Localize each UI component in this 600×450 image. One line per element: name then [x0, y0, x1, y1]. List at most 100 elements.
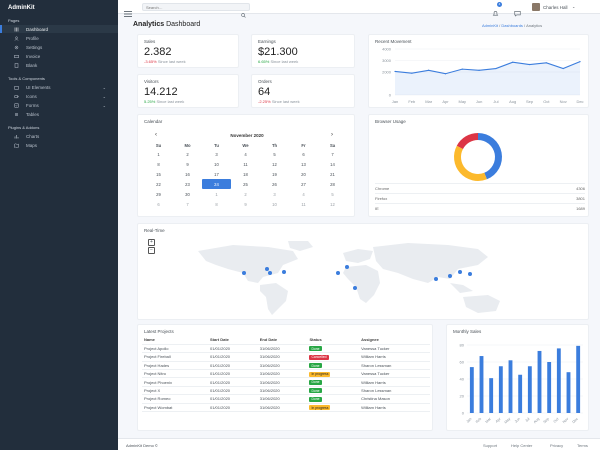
map-marker[interactable]	[458, 270, 462, 274]
calendar-day[interactable]: 18	[243, 171, 248, 177]
calendar-prev-button[interactable]: ‹	[155, 132, 157, 138]
sidebar-item-icons[interactable]: Icons ⌄	[0, 92, 118, 100]
sidebar-item-forms[interactable]: Forms ⌄	[0, 101, 118, 109]
calendar-day[interactable]: 24	[202, 179, 231, 189]
breadcrumb-item[interactable]: Dashboards	[501, 23, 523, 28]
sidebar-item-profile[interactable]: Profile	[0, 34, 118, 42]
calendar-day[interactable]: 19	[272, 171, 277, 177]
calendar-day[interactable]: 4	[244, 151, 247, 157]
message-icon[interactable]	[514, 4, 521, 22]
sidebar-item-charts[interactable]: Charts	[0, 132, 118, 140]
calendar-day[interactable]: 9	[186, 161, 189, 167]
bar[interactable]	[566, 372, 571, 413]
donut-slice-firefox[interactable]	[454, 145, 487, 181]
footer-link-privacy[interactable]: Privacy	[550, 442, 564, 448]
sidebar-item-invoice[interactable]: Invoice	[0, 52, 118, 60]
calendar-day[interactable]: 8	[215, 201, 218, 207]
sidebar-item-maps[interactable]: Maps	[0, 141, 118, 149]
map-marker[interactable]	[434, 277, 438, 281]
footer-link-support[interactable]: Support	[483, 442, 498, 448]
bar[interactable]	[498, 366, 503, 413]
calendar-day[interactable]: 11	[301, 201, 306, 207]
data-point[interactable]	[428, 69, 430, 71]
calendar-day[interactable]: 22	[156, 181, 161, 187]
calendar-day[interactable]: 11	[243, 161, 248, 167]
table-row[interactable]: Project Nitro 01/01/2020 31/06/2020 In prog…	[142, 369, 430, 379]
data-point[interactable]	[512, 61, 514, 63]
data-point[interactable]	[411, 72, 413, 74]
map-marker[interactable]	[282, 270, 286, 274]
data-point[interactable]	[579, 61, 581, 63]
bar[interactable]	[547, 362, 552, 413]
data-point[interactable]	[444, 73, 447, 75]
data-point[interactable]	[461, 68, 463, 70]
calendar-day[interactable]: 26	[272, 181, 277, 187]
calendar-next-button[interactable]: ›	[331, 132, 333, 138]
avatar[interactable]	[532, 3, 540, 11]
data-point[interactable]	[394, 70, 396, 73]
user-name[interactable]: Charles Hall	[543, 4, 568, 10]
calendar-day[interactable]: 29	[156, 191, 161, 197]
calendar-day[interactable]: 30	[185, 191, 190, 197]
calendar-day[interactable]: 27	[301, 181, 306, 187]
zoom-out-button[interactable]: −	[148, 247, 155, 254]
map-marker[interactable]	[345, 265, 349, 269]
bar[interactable]	[576, 345, 581, 413]
table-row[interactable]: Project Romeo 01/01/2020 31/06/2020 Done Chr…	[142, 394, 430, 404]
data-point[interactable]	[528, 63, 531, 66]
sidebar-item-blank[interactable]: Blank	[0, 61, 118, 69]
bar[interactable]	[489, 378, 494, 413]
calendar-day[interactable]: 10	[214, 161, 219, 167]
search-input[interactable]	[146, 4, 236, 10]
calendar-day[interactable]: 3	[273, 191, 276, 197]
calendar-day[interactable]: 9	[244, 201, 247, 207]
calendar-day[interactable]: 8	[157, 161, 160, 167]
calendar-day[interactable]: 14	[330, 161, 335, 167]
bar[interactable]	[556, 348, 561, 413]
data-point[interactable]	[478, 69, 480, 71]
footer-link-terms[interactable]: Terms	[577, 442, 588, 448]
sidebar-item-settings[interactable]: Settings	[0, 43, 118, 51]
map-marker[interactable]	[468, 272, 472, 276]
calendar-day[interactable]: 2	[186, 151, 189, 157]
zoom-in-button[interactable]: +	[148, 239, 155, 246]
calendar-day[interactable]: 17	[214, 171, 219, 177]
calendar-day[interactable]: 28	[330, 181, 335, 187]
bar[interactable]	[518, 374, 523, 413]
calendar-day[interactable]: 6	[157, 201, 160, 207]
calendar-day[interactable]: 6	[302, 151, 305, 157]
calendar-day[interactable]: 16	[185, 171, 190, 177]
table-row[interactable]: Project X 01/01/2020 31/06/2020 Done Sharon …	[142, 386, 430, 396]
calendar-day[interactable]: 4	[302, 191, 305, 197]
calendar-day[interactable]: 21	[330, 171, 335, 177]
table-row[interactable]: Project Wombat 01/01/2020 31/06/2020 In pro…	[142, 403, 430, 413]
data-point[interactable]	[545, 62, 547, 64]
search-icon[interactable]	[241, 5, 246, 23]
table-row[interactable]: Project Fireball 01/01/2020 31/06/2020 Canc…	[142, 352, 430, 362]
calendar-day[interactable]: 5	[273, 151, 276, 157]
calendar-day[interactable]: 12	[330, 201, 335, 207]
data-point[interactable]	[495, 67, 497, 70]
calendar-day[interactable]: 20	[301, 171, 306, 177]
calendar-day[interactable]: 15	[156, 171, 161, 177]
calendar-day[interactable]: 7	[186, 201, 189, 207]
sidebar-item-dashboard[interactable]: Dashboard	[0, 25, 118, 33]
map-marker[interactable]	[448, 274, 452, 278]
calendar-day[interactable]: 10	[272, 201, 277, 207]
brand-logo[interactable]: AdminKit	[8, 5, 35, 11]
sidebar-item-tables[interactable]: Tables	[0, 110, 118, 118]
chevron-down-icon[interactable]: ⌄	[572, 4, 576, 9]
calendar-day[interactable]: 13	[301, 161, 306, 167]
table-row[interactable]: Project Hades 01/01/2020 31/06/2020 Done Sha…	[142, 361, 430, 371]
map-marker[interactable]	[265, 267, 269, 271]
data-point[interactable]	[562, 67, 564, 70]
bar[interactable]	[527, 366, 532, 413]
calendar-day[interactable]: 5	[331, 191, 334, 197]
map-marker[interactable]	[242, 271, 246, 275]
calendar-day[interactable]: 1	[157, 151, 160, 157]
map-marker[interactable]	[353, 286, 357, 290]
bar[interactable]	[537, 350, 542, 413]
calendar-day[interactable]: 12	[272, 161, 277, 167]
calendar-day[interactable]: 2	[244, 191, 247, 197]
calendar-day[interactable]: 7	[331, 151, 334, 157]
